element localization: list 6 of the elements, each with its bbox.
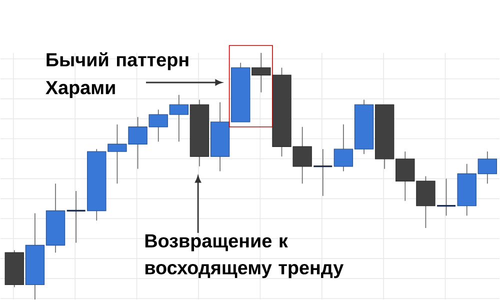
candlestick [252,52,271,94]
annotation: Возвращение к восходящему тренду [145,234,344,278]
candlestick [436,178,456,216]
annotation: Бычий паттерн Харами [46,52,188,98]
candlestick [312,148,333,197]
candlestick [66,190,86,244]
